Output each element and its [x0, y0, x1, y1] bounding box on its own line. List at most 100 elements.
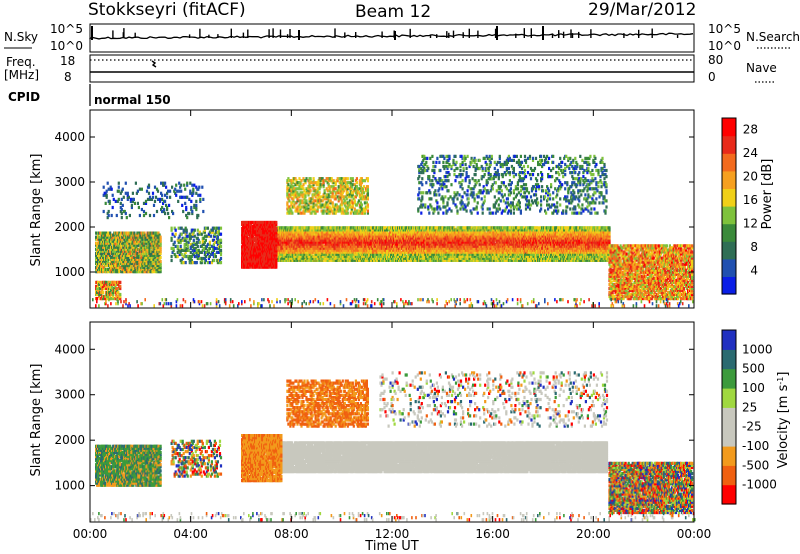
- power-cell: [445, 250, 448, 254]
- power-heatmap: [92, 154, 694, 308]
- power-cell: [350, 256, 353, 260]
- power-cell: [314, 244, 317, 248]
- power-cell: [367, 254, 370, 258]
- power-cell: [350, 250, 353, 254]
- date-title: 29/Mar/2012: [588, 0, 696, 20]
- power-cell: [492, 240, 495, 244]
- power-cell: [495, 248, 498, 252]
- power-cell: [286, 252, 289, 256]
- power-cell: [453, 226, 456, 230]
- power-cell: [385, 240, 388, 244]
- freq-tick-18: 18: [60, 54, 75, 68]
- power-cell: [465, 250, 468, 254]
- power-cell: [322, 240, 325, 244]
- power-cell: [386, 230, 389, 234]
- power-cell: [392, 242, 395, 246]
- power-cell: [434, 228, 437, 232]
- power-cell: [321, 242, 324, 246]
- power-cell: [336, 244, 339, 248]
- power-cell: [349, 252, 352, 256]
- power-cell: [277, 232, 280, 236]
- power-cell: [465, 234, 468, 238]
- power-cell: [302, 230, 305, 234]
- power-cell: [472, 238, 475, 242]
- power-cell: [437, 238, 440, 242]
- power-cell: [443, 226, 446, 230]
- power-cell: [399, 240, 402, 244]
- power-cell: [409, 228, 412, 232]
- power-cell: [476, 254, 479, 258]
- power-cell: [286, 226, 289, 230]
- power-cell: [322, 258, 325, 262]
- power-cell: [429, 240, 432, 244]
- power-cell: [440, 240, 443, 244]
- power-cell: [477, 248, 480, 252]
- power-cell: [335, 256, 338, 260]
- power-cell: [390, 234, 393, 238]
- power-cell: [278, 244, 281, 248]
- power-cell: [417, 230, 420, 234]
- power-cell: [371, 248, 375, 252]
- cpid-text: normal 150: [94, 93, 171, 107]
- nsky-tick-top-left: 10^5: [50, 22, 83, 36]
- power-cell: [482, 236, 485, 240]
- nsky-tick-bottom-left: 10^0: [50, 39, 83, 53]
- power-cell: [479, 228, 482, 232]
- nsky-tick-top-right: 10^5: [708, 22, 741, 36]
- power-cell: [323, 256, 326, 260]
- power-cell: [395, 252, 398, 256]
- beam-title: Beam 12: [355, 2, 431, 22]
- power-cell: [438, 236, 441, 240]
- power-cell: [362, 250, 365, 254]
- power-cell: [290, 228, 293, 232]
- power-cell: [286, 242, 289, 246]
- freq-unit: [MHz]: [4, 68, 39, 82]
- power-cell: [345, 228, 348, 232]
- power-cell: [279, 238, 282, 242]
- power-cell: [363, 252, 366, 256]
- nsky-tick-bottom-right: 10^0: [708, 39, 741, 53]
- power-cell: [444, 258, 447, 262]
- power-cell: [328, 232, 331, 236]
- nave-tick-0: 0: [708, 70, 716, 84]
- power-cell: [486, 242, 489, 246]
- power-cell: [474, 244, 477, 248]
- power-cell: [312, 254, 315, 258]
- power-cell: [416, 250, 419, 254]
- power-cell: [483, 226, 486, 230]
- power-cell: [323, 226, 326, 230]
- power-cell: [474, 254, 477, 258]
- power-cell: [376, 246, 380, 250]
- power-cell: [351, 258, 354, 262]
- power-cell: [428, 238, 431, 242]
- nsky-spikes: [91, 26, 679, 40]
- nsky-label: N.Sky: [4, 30, 38, 44]
- power-cell: [488, 258, 491, 262]
- power-cell: [491, 242, 494, 246]
- power-cell: [303, 256, 306, 260]
- power-cell: [453, 234, 456, 238]
- power-cell: [401, 242, 404, 246]
- cpid-row: CPID normal 150: [8, 84, 171, 107]
- power-cell: [283, 236, 286, 240]
- power-cell: [356, 250, 359, 254]
- freq-label: Freq.: [6, 55, 36, 69]
- power-cell: [478, 258, 481, 262]
- power-cell: [398, 244, 401, 248]
- power-cell: [411, 254, 414, 258]
- power-cell: [379, 236, 383, 240]
- power-cell: [371, 228, 375, 232]
- freq-tick-8: 8: [64, 70, 72, 84]
- power-cell: [441, 254, 444, 258]
- power-cell: [277, 234, 280, 238]
- power-cell: [488, 248, 491, 252]
- power-cell: [306, 256, 309, 260]
- power-cell: [404, 252, 407, 256]
- power-cell: [474, 234, 477, 238]
- power-cell: [322, 254, 325, 258]
- power-cell: [337, 252, 340, 256]
- power-cell: [296, 258, 299, 262]
- power-cell: [418, 250, 421, 254]
